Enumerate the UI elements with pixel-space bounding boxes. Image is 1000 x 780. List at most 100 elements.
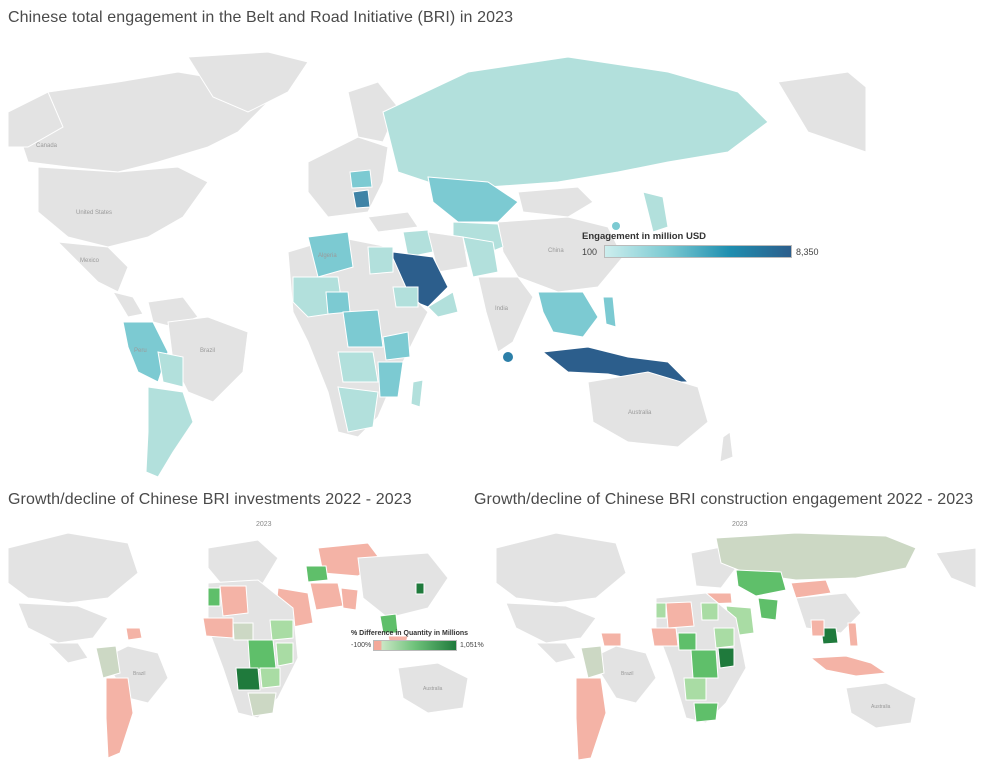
con-country-indonesia <box>809 655 888 677</box>
basemap-label-peru: Peru <box>134 348 147 354</box>
country-nigeria <box>325 291 351 315</box>
con-country-laos <box>810 619 825 637</box>
con-country-pakistan <box>757 597 779 621</box>
inv-country-algeria <box>219 585 249 617</box>
country-angola <box>337 351 379 383</box>
region-chukotka <box>777 71 866 153</box>
con-basemap-label-brazil: Brazil <box>621 671 634 677</box>
investments-map-svg: Brazil Australia <box>8 528 488 773</box>
country-ethiopia <box>392 286 419 308</box>
basemap-label-usa: United States <box>76 210 112 216</box>
con-country-kenya <box>717 647 735 669</box>
inv-country-ethiopia <box>269 619 294 641</box>
country-south-africa <box>337 386 379 433</box>
inv-country-venezuela <box>125 627 143 641</box>
inv-country-west-africa <box>202 617 234 639</box>
country-mongolia <box>517 186 594 218</box>
country-australia <box>587 371 709 448</box>
country-central-america <box>111 291 144 318</box>
main-legend-title: Engagement in million USD <box>582 231 707 242</box>
inv-country-south-korea <box>415 582 425 595</box>
main-map-svg: Canada United States Mexico Brazil Peru … <box>8 52 866 482</box>
country-china <box>497 216 624 293</box>
con-country-south-africa <box>693 702 719 723</box>
construction-map[interactable]: Brazil Australia <box>496 528 976 773</box>
investments-map-legend: % Difference in Quantity in Millions -10… <box>351 630 491 651</box>
con-country-venezuela <box>600 632 622 647</box>
inv-legend-scale: -100% 1,051% <box>351 640 491 651</box>
country-pakistan <box>462 236 499 278</box>
inv-legend-title: % Difference in Quantity in Millions <box>351 630 469 637</box>
con-country-angola <box>683 677 707 701</box>
con-country-algeria <box>665 601 695 629</box>
country-argentina <box>145 386 194 478</box>
main-legend-min: 100 <box>582 246 598 257</box>
con-country-peru <box>580 645 605 679</box>
country-egypt <box>367 246 394 275</box>
inv-legend-gradient <box>373 640 457 651</box>
con-country-egypt <box>700 602 719 621</box>
construction-map-title: Growth/decline of Chinese BRI constructi… <box>474 491 974 508</box>
country-serbia <box>352 189 371 209</box>
country-dr-congo <box>342 309 384 348</box>
main-map-legend: Engagement in million USD 100 8,350 <box>582 231 822 258</box>
construction-map-year: 2023 <box>732 521 748 528</box>
country-oman <box>427 291 459 318</box>
country-japan <box>642 191 669 233</box>
basemap-label-india: India <box>495 306 509 312</box>
inv-country-pakistan <box>340 587 359 611</box>
country-philippines <box>602 296 617 328</box>
inv-country-argentina <box>105 677 134 759</box>
con-country-morocco <box>655 602 667 619</box>
con-country-ethiopia <box>713 627 735 649</box>
inv-basemap-label-australia: Australia <box>423 686 443 692</box>
con-country-kazakhstan <box>735 569 787 597</box>
country-usa <box>37 166 209 248</box>
main-legend-scale: 100 8,350 <box>582 245 822 258</box>
inv-legend-min: -100% <box>351 642 372 649</box>
con-country-mongolia <box>790 579 832 599</box>
main-map[interactable]: Canada United States Mexico Brazil Peru … <box>8 52 866 482</box>
inv-country-angola <box>235 667 261 691</box>
con-country-russia <box>715 532 917 581</box>
inv-country-south-africa <box>247 692 277 717</box>
inv-basemap-label-brazil: Brazil <box>133 671 146 677</box>
country-south-korea <box>612 222 620 230</box>
con-country-dr-congo <box>690 649 719 679</box>
inv-country-morocco <box>207 587 221 607</box>
con-country-cambodia <box>820 627 839 645</box>
basemap-label-canada: Canada <box>36 143 58 149</box>
country-mexico <box>56 241 129 293</box>
country-alaska <box>8 91 64 148</box>
basemap-label-algeria: Algeria <box>318 253 337 259</box>
investments-map-title: Growth/decline of Chinese BRI investment… <box>8 491 412 508</box>
main-legend-max: 8,350 <box>796 246 819 257</box>
main-map-title: Chinese total engagement in the Belt and… <box>8 9 514 26</box>
inv-country-iran <box>309 582 344 611</box>
country-iran <box>427 231 469 273</box>
country-turkey <box>367 211 419 233</box>
country-sri-lanka <box>503 352 513 362</box>
inv-country-zambia <box>259 667 281 689</box>
con-country-nigeria <box>677 632 697 651</box>
con-country-philippines <box>847 622 859 647</box>
country-greenland <box>187 52 309 113</box>
inv-country-dr-congo <box>247 639 277 671</box>
country-madagascar <box>410 379 424 408</box>
basemap-label-mexico: Mexico <box>80 258 100 264</box>
region-southeast-asia <box>537 291 599 338</box>
inv-country-tanzania <box>275 642 294 667</box>
investments-map-year: 2023 <box>256 521 272 528</box>
inv-country-uzbekistan <box>305 565 329 583</box>
con-country-west-africa <box>650 627 679 647</box>
country-peru <box>122 321 169 383</box>
country-new-zealand <box>719 431 734 463</box>
country-hungary <box>349 169 373 189</box>
con-country-argentina <box>575 677 607 761</box>
con-basemap-label-australia: Australia <box>871 704 891 710</box>
country-algeria <box>307 231 354 278</box>
country-india <box>477 276 534 353</box>
basemap-label-china: China <box>548 248 564 254</box>
country-tanzania <box>382 331 411 361</box>
investments-map[interactable]: Brazil Australia <box>8 528 488 773</box>
